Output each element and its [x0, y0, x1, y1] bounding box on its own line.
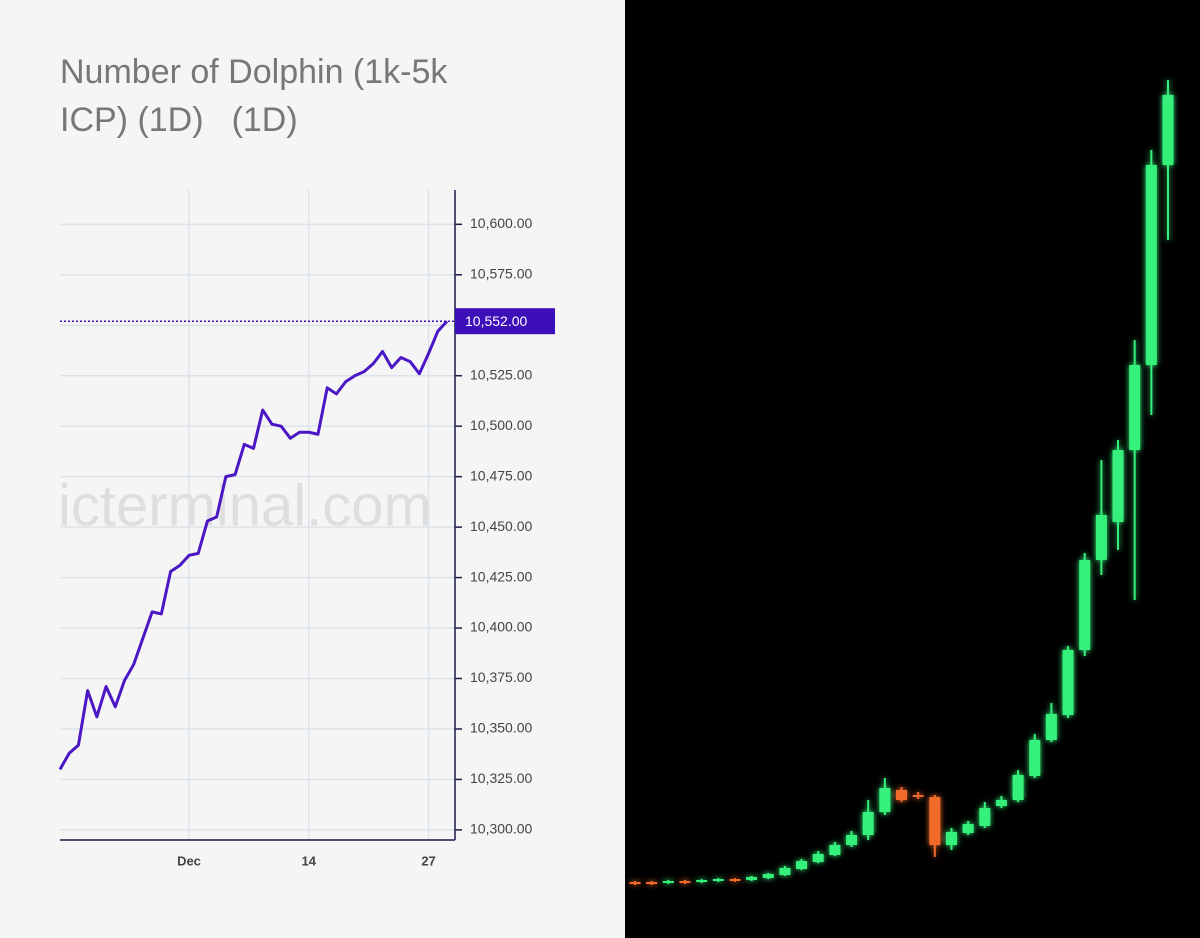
- candle-body: [662, 881, 674, 883]
- candle-body: [1112, 450, 1124, 522]
- candlestick-chart: [629, 80, 1174, 885]
- candle-body: [712, 879, 724, 881]
- y-tick-label: 10,350.00: [470, 720, 532, 736]
- candle-body: [979, 808, 991, 826]
- candle-body: [762, 874, 774, 878]
- watermark: icterminal.com: [58, 473, 432, 538]
- candle-body: [1079, 560, 1091, 650]
- x-tick-label: Dec: [177, 853, 201, 868]
- y-tick-label: 10,450.00: [470, 518, 532, 534]
- candle-body: [929, 797, 941, 845]
- candle-body: [796, 861, 808, 869]
- candle-body: [879, 788, 891, 812]
- candle-body: [862, 812, 874, 835]
- candle-body: [1129, 365, 1141, 450]
- candle-body: [962, 824, 974, 833]
- candle-body: [696, 880, 708, 882]
- y-tick-label: 10,325.00: [470, 770, 532, 786]
- candle-body: [746, 877, 758, 880]
- title: Number of Dolphin (1k-5k ICP) (1D): [60, 53, 448, 139]
- last-value-label: 10,552.00: [465, 313, 527, 329]
- last-value-box: [455, 308, 555, 335]
- y-tick-label: 10,575.00: [470, 265, 532, 281]
- candle-body: [1095, 515, 1107, 560]
- y-tick-label: 10,600.00: [470, 215, 532, 231]
- candle-body: [945, 832, 957, 845]
- candle-body: [812, 854, 824, 862]
- left-panel: [0, 0, 625, 938]
- y-tick-label: 10,400.00: [470, 619, 532, 635]
- candle-body: [1045, 714, 1057, 740]
- chart-title: Number of Dolphin (1k-5k ICP) (1D) (1D): [60, 48, 520, 144]
- y-tick-label: 10,525.00: [470, 366, 532, 382]
- line: [58, 320, 449, 771]
- y-tick-label: 10,300.00: [470, 821, 532, 837]
- y-tick-label: 10,475.00: [470, 467, 532, 483]
- y-tick-label: 10,425.00: [470, 568, 532, 584]
- y-tick-label: 10,375.00: [470, 669, 532, 685]
- y-tick-label: 10,500.00: [470, 417, 532, 433]
- subtitle: (1D): [231, 101, 298, 139]
- x-tick-label: 27: [421, 853, 435, 868]
- candle-body: [679, 881, 691, 883]
- candle-body: [846, 835, 858, 845]
- candle-body: [829, 845, 841, 855]
- candle-body: [629, 882, 641, 884]
- line-chart: icterminal.com 10,300.00 10,325.00 10,350.0…: [58, 190, 555, 868]
- candle-body: [729, 879, 741, 881]
- candle-body: [912, 795, 924, 797]
- candle-body: [646, 882, 658, 884]
- candle-body: [1029, 740, 1041, 776]
- candle-body: [995, 800, 1007, 806]
- candle-body: [896, 790, 907, 800]
- candle-body: [1012, 775, 1024, 800]
- right-panel: [625, 0, 1200, 938]
- candle-body: [1145, 165, 1157, 365]
- candle-body: [1062, 650, 1074, 715]
- candle-body: [779, 868, 791, 875]
- x-tick-label: 14: [302, 853, 317, 868]
- candle-body: [1162, 95, 1174, 165]
